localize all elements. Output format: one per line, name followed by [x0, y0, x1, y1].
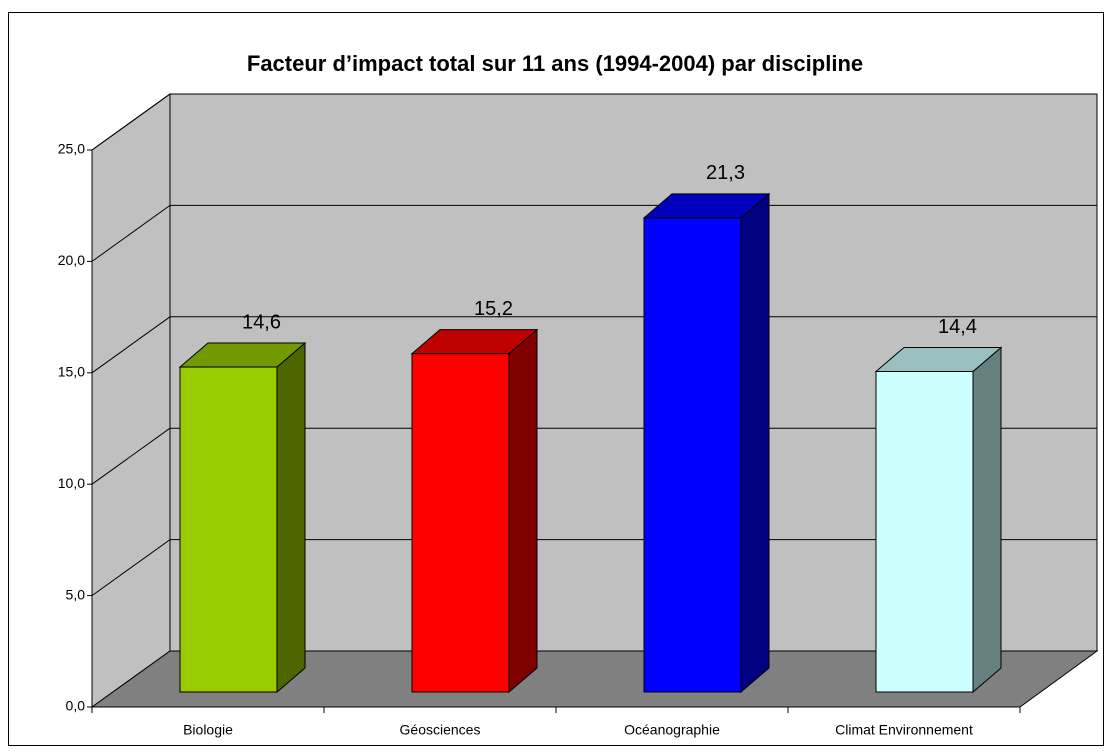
bar [875, 370, 974, 693]
grid-line [91, 204, 171, 262]
y-tick-label: 15,0 [58, 364, 85, 380]
x-tick-label: Biologie [183, 722, 233, 738]
bar-side [276, 341, 306, 694]
bar [643, 217, 742, 693]
x-tick-label: Géosciences [400, 722, 481, 738]
value-label: 14,6 [242, 311, 281, 333]
y-tick-label: 0,0 [66, 698, 86, 714]
x-tick-label: Climat Environnement [835, 722, 973, 738]
value-label: 21,3 [706, 162, 745, 184]
y-tick-label: 20,0 [58, 252, 85, 268]
y-tick-label: 5,0 [66, 586, 86, 602]
bar [179, 366, 278, 693]
grid-line [91, 427, 171, 485]
x-tick-label: Océanographie [624, 722, 720, 738]
bar-side [740, 192, 770, 694]
y-tick-label: 10,0 [58, 475, 85, 491]
value-label: 15,2 [474, 298, 513, 320]
bar-side [508, 328, 538, 694]
bar [411, 353, 510, 693]
value-label: 14,4 [938, 316, 977, 338]
y-tick-label: 25,0 [58, 141, 85, 157]
bar-side [972, 346, 1002, 694]
chart-title: Facteur d’impact total sur 11 ans (1994-… [247, 51, 863, 76]
grid-line [91, 316, 171, 374]
grid-line [91, 539, 171, 597]
side-wall [91, 93, 171, 708]
grid-line [91, 93, 171, 151]
